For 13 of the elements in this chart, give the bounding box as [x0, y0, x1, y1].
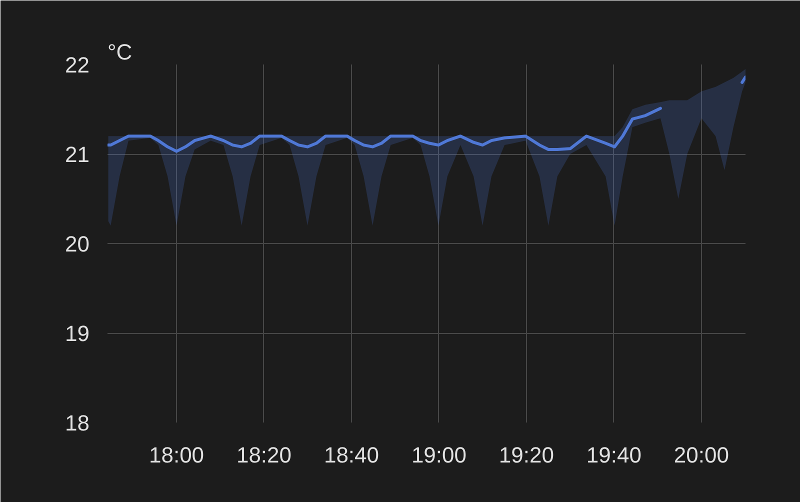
x-tick-label: 18:00	[148, 442, 204, 468]
y-tick-label: 22	[65, 52, 90, 78]
x-tick-label: 18:40	[324, 442, 380, 468]
x-tick-label: 19:00	[411, 442, 466, 468]
y-tick-label: 21	[65, 142, 90, 167]
y-axis-title: °C	[108, 40, 132, 64]
y-tick-label: 19	[65, 321, 90, 346]
y-tick-label: 20	[65, 232, 90, 256]
y-tick-label: 18	[65, 410, 90, 436]
x-tick-label: 19:40	[586, 442, 642, 468]
x-tick-label: 20:00	[674, 442, 729, 468]
x-tick-label: 18:20	[236, 442, 292, 468]
x-tick-label: 19:20	[498, 442, 554, 468]
